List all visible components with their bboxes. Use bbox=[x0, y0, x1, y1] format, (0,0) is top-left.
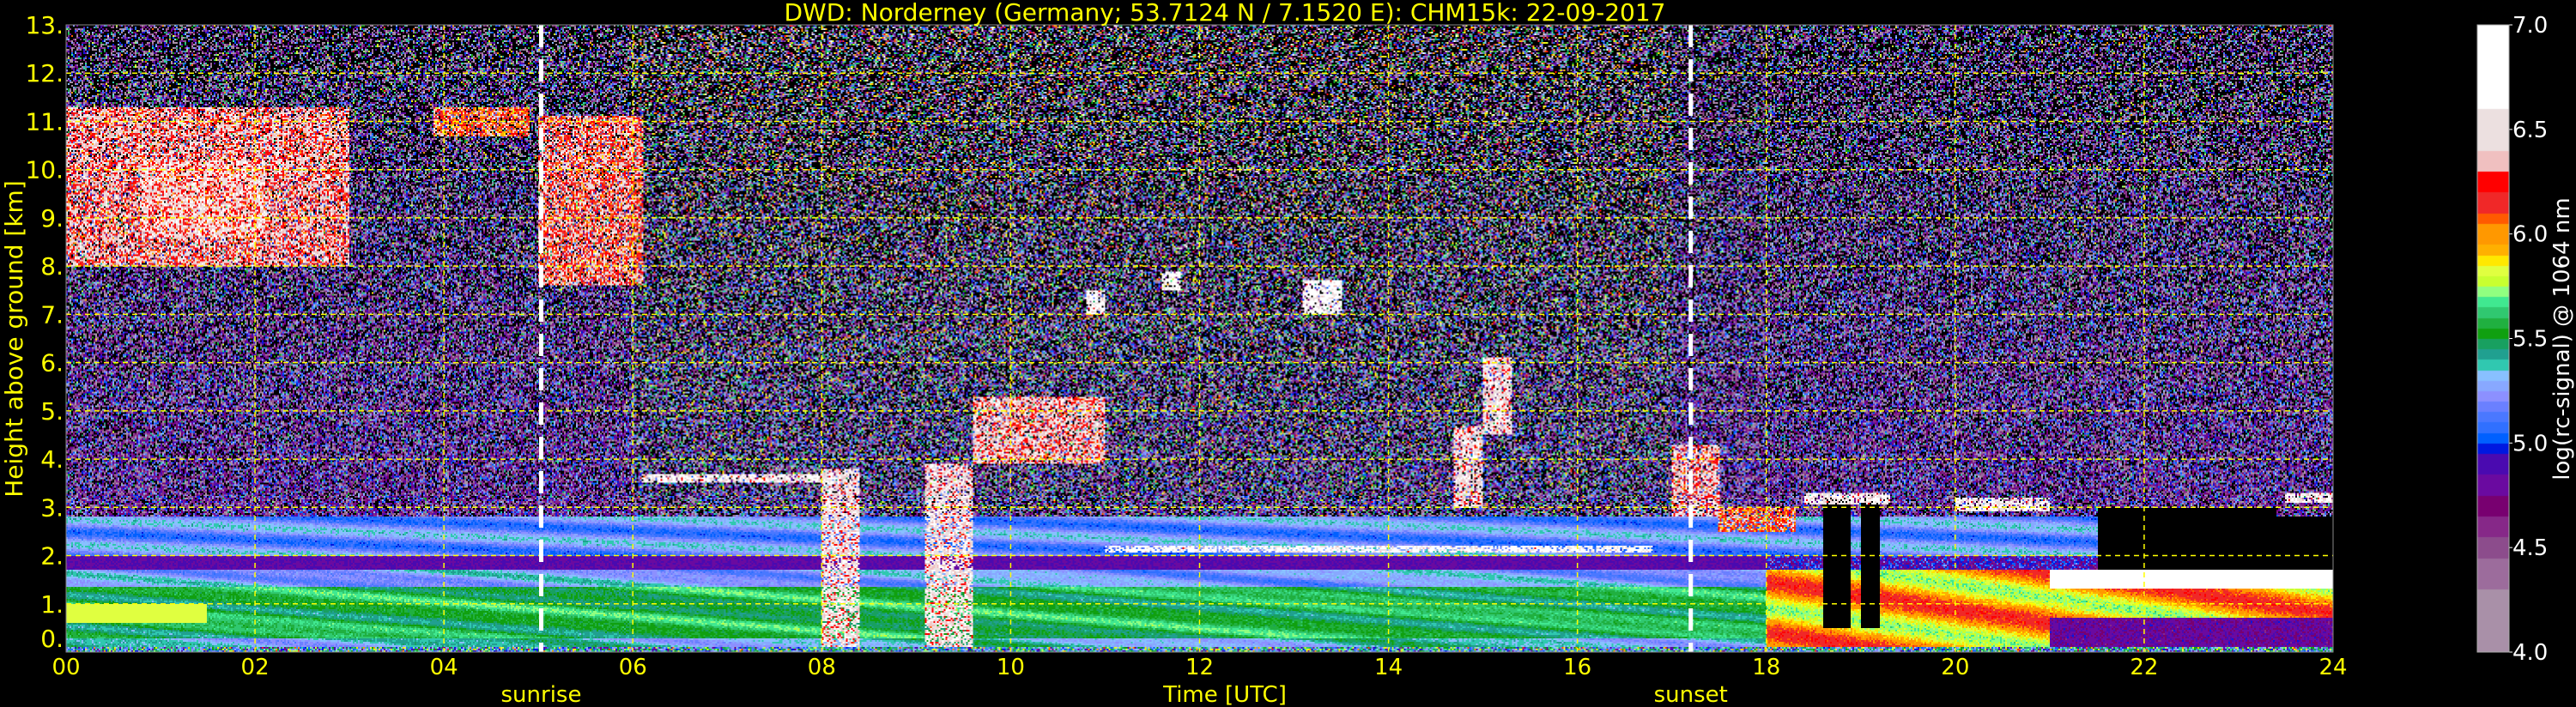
colorbar-label: log(rc-signal) @ 1064 nm bbox=[2549, 197, 2575, 480]
sunset-label: sunset bbox=[1654, 682, 1728, 707]
colorbar-tick-label: 4.0 bbox=[2512, 640, 2548, 666]
x-axis-label: Time [UTC] bbox=[1162, 682, 1287, 707]
x-tick-label: 20 bbox=[1941, 655, 1969, 680]
chart-title: DWD: Norderney (Germany; 53.7124 N / 7.1… bbox=[784, 0, 1665, 27]
x-tick-label: 12 bbox=[1185, 655, 1214, 680]
sun-markers: sunrise sunset bbox=[501, 25, 1728, 707]
colorbar-tick-label: 5.5 bbox=[2512, 327, 2548, 353]
y-tick-label: 6. bbox=[40, 349, 64, 378]
y-tick-label: 12. bbox=[25, 59, 64, 88]
plot-frame bbox=[65, 24, 2334, 653]
y-axis-label: Height above ground [km] bbox=[0, 180, 28, 498]
x-tick-label: 08 bbox=[808, 655, 836, 680]
y-tick-label: 13. bbox=[25, 11, 64, 39]
colorbar-ticks: 4.0 4.5 5.0 5.5 6.0 6.5 7.0 bbox=[2509, 13, 2548, 666]
x-tick-label: 10 bbox=[997, 655, 1025, 680]
x-tick-label: 04 bbox=[430, 655, 458, 680]
y-tick-label: 8. bbox=[40, 252, 64, 281]
y-tick-label: 7. bbox=[40, 300, 64, 329]
y-tick-label: 11. bbox=[25, 107, 64, 136]
sunrise-label: sunrise bbox=[501, 682, 582, 707]
colorbar-tick-label: 5.0 bbox=[2512, 431, 2548, 456]
x-tick-label: 18 bbox=[1752, 655, 1780, 680]
x-tick-label: 24 bbox=[2318, 655, 2347, 680]
y-tick-label: 0. bbox=[40, 625, 64, 653]
x-tick-label: 16 bbox=[1563, 655, 1591, 680]
y-tick-label: 1. bbox=[40, 590, 64, 619]
x-tick-label: 22 bbox=[2130, 655, 2158, 680]
y-tick-label: 2. bbox=[40, 542, 64, 571]
x-tick-label: 02 bbox=[241, 655, 270, 680]
colorbar-tick-label: 7.0 bbox=[2512, 13, 2548, 39]
y-ticks: 0. 1. 2. 3. 4. 5. 6. 7. 8. 9. 10. 11. 12. 13. bbox=[25, 11, 64, 653]
colorbar-frame bbox=[2476, 24, 2510, 653]
grid-lines bbox=[66, 25, 2333, 652]
y-tick-label: 4. bbox=[40, 445, 64, 474]
y-tick-label: 5. bbox=[40, 397, 64, 426]
y-tick-label: 10. bbox=[25, 156, 64, 184]
colorbar-tick-label: 6.5 bbox=[2512, 118, 2548, 143]
x-ticks: 00 02 04 06 08 10 12 14 16 18 20 22 24 bbox=[52, 655, 2347, 680]
x-tick-label: 00 bbox=[52, 655, 80, 680]
y-tick-label: 3. bbox=[40, 493, 64, 522]
colorbar-tick-label: 4.5 bbox=[2512, 535, 2548, 561]
x-tick-label: 14 bbox=[1374, 655, 1403, 680]
y-tick-label: 9. bbox=[40, 204, 64, 233]
x-tick-label: 06 bbox=[619, 655, 647, 680]
colorbar-tick-label: 6.0 bbox=[2512, 222, 2548, 248]
colorbar bbox=[2477, 25, 2509, 652]
